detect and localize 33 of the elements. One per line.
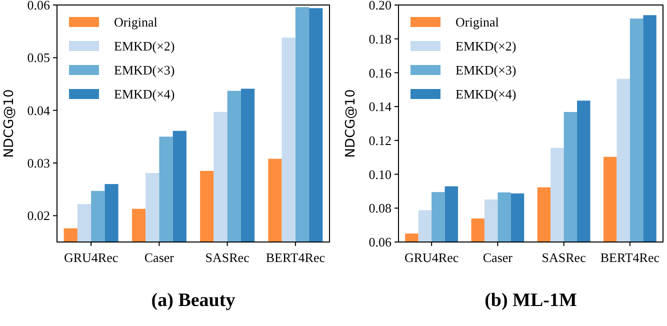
text: (a) Beauty bbox=[151, 290, 236, 311]
y-tick-label: 0.03 bbox=[27, 156, 50, 171]
y-tick-label: 0.14 bbox=[368, 99, 392, 114]
legend-label: EMKD(×4) bbox=[114, 86, 175, 102]
legend-label: EMKD(×3) bbox=[456, 62, 516, 78]
text: (b) ML-1M bbox=[484, 290, 577, 311]
y-tick-label: 0.10 bbox=[368, 166, 392, 182]
y-tick-label: 0.08 bbox=[368, 200, 392, 216]
legend-label: EMKD(×2) bbox=[456, 38, 516, 54]
x-tick-label: SASRec bbox=[542, 250, 586, 265]
x-tick-label: Caser bbox=[482, 250, 514, 265]
x-tick-label: Caser bbox=[144, 250, 175, 265]
x-tick-label: GRU4Rec bbox=[404, 250, 459, 265]
y-tick-label: 0.06 bbox=[368, 234, 392, 250]
x-tick-label: SASRec bbox=[205, 250, 250, 265]
legend-label: EMKD(×3) bbox=[114, 62, 175, 78]
y-tick-label: 0.06 bbox=[27, 0, 50, 13]
y-tick-label: 0.20 bbox=[368, 0, 392, 13]
y-axis-title: NDCG@10 bbox=[344, 89, 358, 158]
legend-label: EMKD(×2) bbox=[114, 38, 175, 54]
legend-label: EMKD(×4) bbox=[456, 86, 516, 102]
legend-label: Original bbox=[114, 14, 158, 30]
y-tick-label: 0.05 bbox=[27, 50, 50, 66]
legend-label: Original bbox=[456, 14, 500, 30]
y-tick-label: 0.16 bbox=[368, 65, 392, 80]
y-tick-label: 0.04 bbox=[27, 102, 50, 118]
y-axis-title: NDCG@10 bbox=[2, 89, 17, 158]
x-tick-label: GRU4Rec bbox=[64, 250, 118, 265]
y-tick-label: 0.12 bbox=[368, 132, 392, 148]
x-tick-label: BERT4Rec bbox=[600, 250, 660, 265]
y-tick-label: 0.18 bbox=[368, 31, 392, 46]
y-tick-label: 0.02 bbox=[27, 208, 50, 224]
x-tick-label: BERT4Rec bbox=[266, 250, 326, 265]
